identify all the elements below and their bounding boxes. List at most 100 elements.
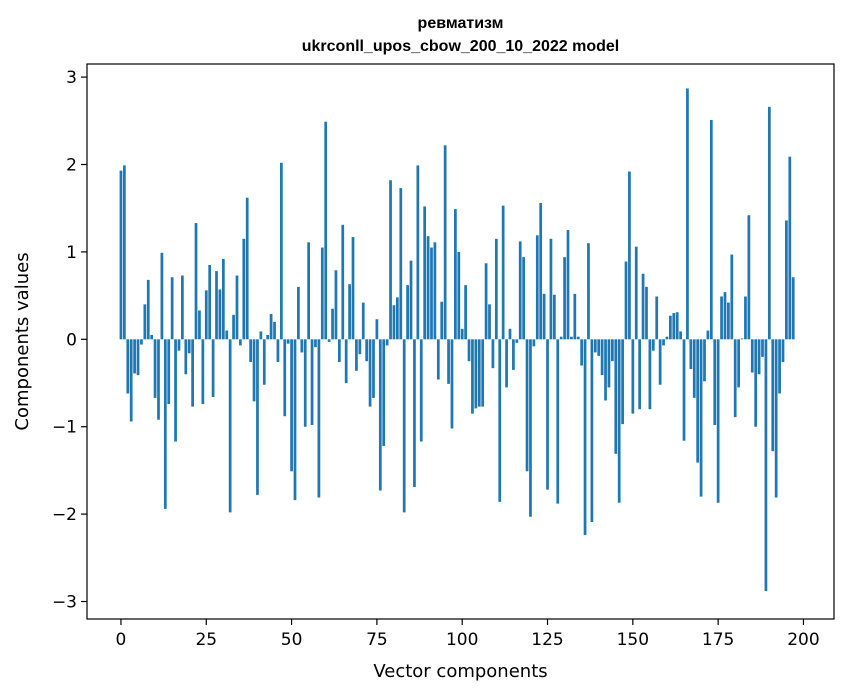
- y-tick-label: 1: [66, 243, 77, 263]
- bar-148: [624, 261, 628, 340]
- bar-14: [167, 339, 171, 404]
- bar-138: [590, 339, 594, 522]
- bar-81: [396, 297, 399, 340]
- bar-76: [378, 339, 382, 491]
- bar-109: [491, 339, 495, 369]
- bar-120: [529, 339, 532, 517]
- bar-191: [771, 339, 775, 452]
- bar-166: [686, 88, 689, 340]
- bar-11: [157, 339, 160, 420]
- bar-31: [225, 330, 229, 340]
- bar-182: [740, 338, 744, 340]
- y-axis-ticks: −3 −2 −1 0 1 2 3: [52, 68, 87, 613]
- bar-96: [447, 339, 450, 384]
- bar-108: [488, 304, 491, 340]
- y-tick-label: 3: [66, 68, 77, 88]
- bar-99: [457, 251, 461, 340]
- bar-21: [191, 339, 194, 407]
- bar-187: [757, 339, 761, 375]
- bar-114: [508, 328, 512, 340]
- bar-41: [259, 331, 263, 340]
- bar-151: [634, 246, 638, 340]
- bar-51: [293, 339, 297, 501]
- bar-56: [310, 339, 314, 425]
- bar-25: [204, 290, 208, 340]
- bar-43: [266, 334, 270, 340]
- bar-71: [361, 302, 365, 340]
- bar-102: [467, 339, 471, 362]
- bar-194: [781, 339, 785, 363]
- bar-172: [706, 330, 710, 340]
- bar-136: [583, 339, 587, 536]
- bar-10: [153, 339, 157, 398]
- bar-125: [546, 339, 549, 490]
- bar-184: [747, 215, 751, 340]
- bar-37: [245, 197, 249, 340]
- bar-52: [297, 286, 300, 340]
- bar-36: [242, 238, 246, 340]
- bar-153: [641, 273, 645, 340]
- bar-190: [767, 106, 771, 340]
- bar-123: [539, 202, 543, 340]
- bar-97: [450, 339, 454, 429]
- bar-193: [778, 339, 781, 394]
- bar-195: [785, 220, 788, 340]
- chart-subtitle: ukrconll_upos_cbow_200_10_2022 model: [302, 38, 619, 55]
- bar-112: [501, 205, 505, 340]
- x-tick-label: 200: [787, 630, 819, 650]
- bar-91: [430, 247, 433, 340]
- bar-164: [679, 331, 682, 340]
- y-tick-label: −3: [52, 593, 77, 613]
- bar-174: [713, 339, 717, 425]
- bar-68: [351, 237, 355, 340]
- bar-34: [235, 275, 239, 340]
- bar-54: [303, 339, 307, 427]
- bar-85: [409, 260, 413, 340]
- bar-26: [208, 265, 212, 340]
- bar-154: [645, 286, 648, 340]
- x-tick-label: 150: [617, 630, 649, 650]
- bar-176: [720, 296, 723, 340]
- bar-192: [774, 339, 778, 498]
- bar-133: [573, 293, 577, 340]
- bar-130: [563, 257, 566, 340]
- bar-106: [481, 339, 485, 407]
- bar-80: [392, 305, 396, 340]
- bar-27: [211, 339, 215, 397]
- chart-title: ревматизм: [418, 15, 504, 32]
- bar-170: [699, 339, 703, 497]
- bar-156: [651, 339, 655, 351]
- y-axis-label: Components values: [12, 252, 33, 430]
- bar-17: [177, 339, 181, 351]
- bar-6: [140, 339, 143, 345]
- bar-147: [621, 339, 624, 425]
- bar-89: [423, 206, 427, 340]
- bar-86: [413, 339, 416, 488]
- x-tick-label: 125: [531, 630, 563, 650]
- bar-8: [146, 279, 150, 340]
- plot-frame: [86, 63, 835, 620]
- bar-87: [416, 165, 420, 340]
- bar-29: [218, 289, 222, 340]
- bar-46: [276, 339, 280, 363]
- bar-128: [556, 339, 560, 504]
- bar-155: [648, 339, 652, 410]
- bar-77: [382, 339, 386, 446]
- bar-90: [426, 236, 430, 340]
- y-tick-label: −2: [52, 505, 77, 525]
- bar-73: [368, 339, 372, 407]
- bar-50: [290, 339, 293, 472]
- x-tick-label: 50: [281, 630, 303, 650]
- bar-63: [334, 270, 338, 340]
- bar-30: [221, 258, 225, 340]
- bar-171: [703, 339, 706, 382]
- bar-160: [665, 336, 669, 340]
- bar-45: [273, 321, 276, 340]
- bar-104: [474, 339, 478, 409]
- y-tick-label: −1: [52, 418, 77, 438]
- bar-23: [198, 310, 201, 340]
- bar-49: [286, 339, 290, 344]
- bar-44: [269, 313, 273, 340]
- y-tick-label: 2: [66, 156, 77, 176]
- bar-53: [300, 339, 304, 353]
